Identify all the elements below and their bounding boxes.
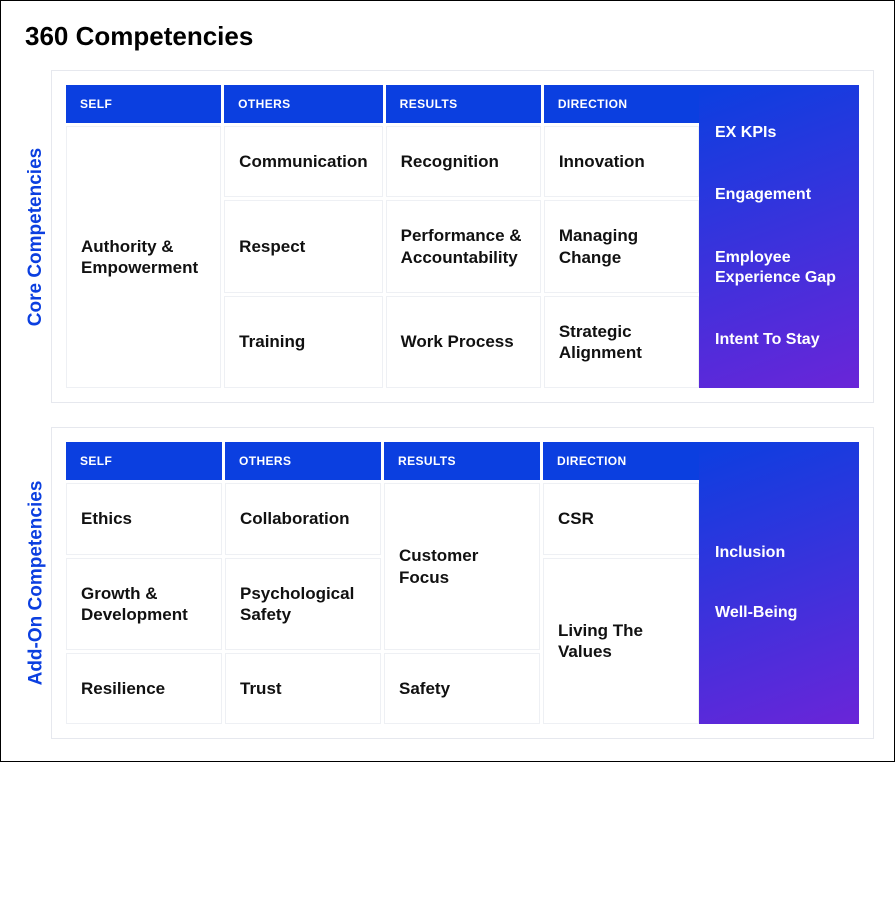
addon-header-direction: DIRECTION [543, 442, 699, 480]
addon-kpi-1: Well-Being [715, 603, 843, 623]
addon-others-1: Psychological Safety [225, 558, 381, 651]
addon-direction-0: CSR [543, 483, 699, 554]
core-kpi-0: EX KPIs [715, 123, 843, 143]
addon-self-0: Ethics [66, 483, 222, 554]
page-title: 360 Competencies [25, 21, 874, 52]
addon-header-self: SELF [66, 442, 222, 480]
core-panel: SELF OTHERS RESULTS DIRECTION Authority … [51, 70, 874, 403]
core-others-0: Communication [224, 126, 382, 197]
core-header-direction: DIRECTION [544, 85, 699, 123]
addon-grid: SELF OTHERS RESULTS DIRECTION Ethics Col… [66, 442, 699, 724]
core-others-1: Respect [224, 200, 382, 293]
core-grid: SELF OTHERS RESULTS DIRECTION Authority … [66, 85, 699, 388]
addon-panel: SELF OTHERS RESULTS DIRECTION Ethics Col… [51, 427, 874, 739]
core-kpi-2: Employee Experience Gap [715, 248, 843, 288]
core-direction-2: Strategic Alignment [544, 296, 699, 389]
core-header-self: SELF [66, 85, 221, 123]
addon-vlabel: Add-On Competencies [25, 481, 47, 686]
addon-kpi-0: Inclusion [715, 543, 843, 563]
addon-header-others: OTHERS [225, 442, 381, 480]
competencies-page: 360 Competencies Core Competencies SELF … [0, 0, 895, 762]
core-self-0: Authority & Empowerment [66, 126, 221, 388]
core-direction-0: Innovation [544, 126, 699, 197]
addon-block: Add-On Competencies SELF OTHERS RESULTS … [21, 427, 874, 739]
addon-others-0: Collaboration [225, 483, 381, 554]
core-others-2: Training [224, 296, 382, 389]
addon-results-1: Safety [384, 653, 540, 724]
core-results-0: Recognition [386, 126, 541, 197]
addon-self-1: Growth & Development [66, 558, 222, 651]
core-block: Core Competencies SELF OTHERS RESULTS DI… [21, 70, 874, 403]
addon-results-0: Customer Focus [384, 483, 540, 650]
addon-header-results: RESULTS [384, 442, 540, 480]
addon-self-2: Resilience [66, 653, 222, 724]
core-kpi-1: Engagement [715, 185, 843, 205]
core-header-results: RESULTS [386, 85, 541, 123]
core-kpi-3: Intent To Stay [715, 330, 843, 350]
addon-direction-1: Living The Values [543, 558, 699, 725]
addon-others-2: Trust [225, 653, 381, 724]
core-vlabel: Core Competencies [25, 147, 47, 325]
addon-vlabel-wrap: Add-On Competencies [21, 427, 51, 739]
core-results-1: Performance & Accountability [386, 200, 541, 293]
core-direction-1: Managing Change [544, 200, 699, 293]
addon-kpi-panel: Inclusion Well-Being [699, 442, 859, 724]
core-results-2: Work Process [386, 296, 541, 389]
core-header-others: OTHERS [224, 85, 382, 123]
core-kpi-panel: EX KPIs Engagement Employee Experience G… [699, 85, 859, 388]
core-vlabel-wrap: Core Competencies [21, 70, 51, 403]
